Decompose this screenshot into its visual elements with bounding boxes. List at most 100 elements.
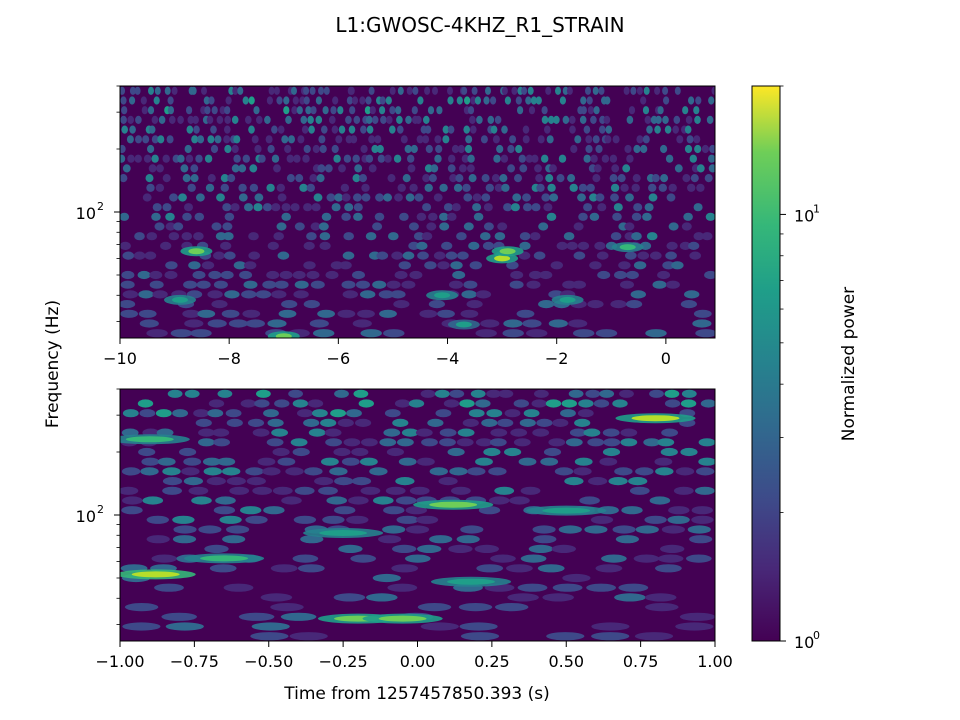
texture-cell (138, 309, 157, 318)
texture-cell (306, 183, 315, 192)
texture-cell (577, 193, 586, 202)
texture-cell (690, 174, 699, 183)
texture-cell (397, 86, 404, 95)
texture-cell (162, 467, 181, 476)
texture-cell (341, 212, 351, 221)
texture-cell (515, 96, 522, 105)
texture-cell (386, 447, 404, 457)
texture-cell (467, 467, 486, 476)
texture-cell (562, 86, 569, 95)
texture-cell (371, 115, 379, 124)
texture-cell (708, 154, 715, 163)
texture-cell (474, 96, 481, 105)
x-tick-label: −0.75 (170, 652, 219, 671)
texture-cell (223, 135, 231, 144)
texture-cell (248, 125, 255, 134)
texture-cell (245, 467, 264, 476)
texture-cell (284, 144, 292, 154)
texture-cell (144, 251, 157, 260)
texture-cell (410, 144, 418, 154)
texture-cell (387, 174, 396, 183)
texture-cell (147, 144, 155, 154)
texture-cell (120, 115, 127, 124)
texture-cell (251, 622, 290, 631)
texture-cell (365, 232, 377, 241)
texture-cell (549, 193, 559, 202)
texture-cell (343, 232, 355, 241)
texture-cell (297, 409, 313, 418)
texture-cell (604, 135, 612, 144)
texture-cell (668, 183, 677, 192)
texture-cell (693, 135, 701, 144)
texture-cell (217, 457, 236, 466)
texture-cell (293, 290, 309, 299)
texture-cell (664, 389, 680, 398)
texture-cell (475, 457, 493, 466)
texture-cell (635, 467, 654, 476)
texture-cell (470, 125, 477, 134)
texture-cell (485, 183, 494, 192)
texture-cell (424, 261, 437, 270)
texture-cell (640, 144, 648, 154)
texture-cell (203, 457, 221, 466)
texture-cell (211, 300, 228, 309)
texture-cell (252, 486, 273, 495)
texture-cell (532, 525, 556, 534)
texture-cell (225, 409, 242, 418)
texture-cell (433, 193, 443, 202)
texture-cell (593, 106, 600, 115)
texture-cell (620, 183, 629, 192)
texture-cell (443, 399, 460, 408)
texture-cell (473, 212, 484, 221)
texture-cell (660, 174, 669, 183)
texture-cell (457, 428, 475, 437)
texture-cell (691, 515, 714, 524)
texture-cell (292, 96, 299, 105)
texture-cell (630, 290, 646, 299)
texture-cell (232, 86, 239, 95)
texture-cell (631, 232, 642, 241)
texture-cell (244, 203, 253, 212)
texture-cell (172, 409, 189, 418)
texture-cell (420, 389, 436, 398)
texture-cell (253, 106, 260, 115)
texture-cell (580, 106, 587, 115)
texture-cell (151, 115, 159, 124)
texture-cell (233, 261, 247, 270)
texture-cell (602, 447, 621, 457)
texture-cell (644, 115, 652, 124)
texture-cell (467, 154, 475, 163)
texture-cell (474, 544, 499, 554)
texture-cell (422, 174, 431, 183)
texture-cell (461, 154, 470, 163)
texture-cell (245, 115, 252, 124)
texture-cell (317, 309, 335, 318)
texture-cell (497, 418, 514, 427)
texture-cell (590, 115, 597, 124)
texture-cell (642, 106, 650, 115)
texture-cell (442, 125, 450, 134)
texture-cell (281, 135, 289, 144)
texture-cell (299, 183, 308, 192)
texture-cell (680, 399, 697, 408)
texture-cell (522, 319, 542, 328)
texture-cell (612, 399, 628, 408)
texture-cell (585, 144, 593, 154)
texture-cell (486, 409, 503, 418)
texture-cell (660, 447, 678, 457)
texture-cell (588, 477, 608, 486)
texture-cell (179, 447, 197, 457)
texture-cell (414, 193, 424, 202)
texture-cell (292, 270, 306, 280)
texture-cell (674, 86, 681, 95)
texture-cell (541, 115, 549, 124)
texture-cell (334, 506, 356, 515)
texture-cell (563, 232, 575, 241)
power-blob (429, 501, 478, 508)
texture-cell (645, 329, 667, 338)
texture-cell (666, 241, 678, 250)
texture-cell (213, 506, 236, 515)
texture-cell (244, 261, 257, 270)
texture-cell (238, 164, 247, 173)
texture-cell (430, 164, 439, 173)
